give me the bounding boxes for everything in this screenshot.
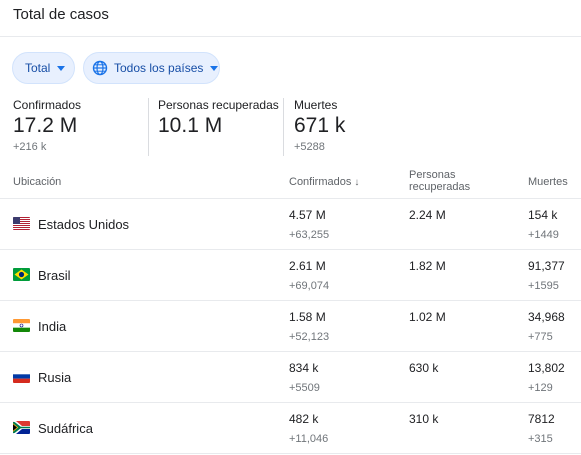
deaths-delta: +775 [528, 331, 553, 343]
card-title: Total de casos [13, 6, 109, 23]
country-name: Estados Unidos [38, 217, 130, 232]
confirmed-delta: +11,046 [289, 433, 329, 445]
column-header-recovered-line1: Personas [409, 169, 456, 181]
summary-confirmed-label: Confirmados [13, 98, 82, 112]
confirmed-value: 2.61 M [289, 259, 326, 273]
summary-deaths-delta: +5288 [294, 141, 325, 153]
confirmed-delta: +63,255 [289, 229, 330, 241]
confirmed-value: 4.57 M [289, 208, 326, 222]
recovered-value: 630 k [409, 361, 439, 375]
table-row[interactable]: Brasil 2.61 M +69,074 1.82 M 91,377 +159… [0, 250, 581, 301]
summary-deaths-label: Muertes [294, 98, 338, 112]
summary-confirmed-delta: +216 k [13, 141, 47, 153]
deaths-delta: +315 [528, 433, 553, 445]
india-flag-icon [13, 319, 30, 332]
globe-icon [92, 60, 108, 76]
table-row[interactable]: Estados Unidos 4.57 M +63,255 2.24 M 154… [0, 199, 581, 250]
column-header-deaths[interactable]: Muertes [528, 176, 568, 188]
confirmed-value: 482 k [289, 412, 319, 426]
column-header-recovered-line2: recuperadas [409, 181, 471, 193]
column-header-confirmed[interactable]: Confirmados ↓ [289, 176, 359, 188]
us-flag-icon [13, 217, 30, 230]
scope-filter-chip[interactable]: Total [12, 52, 75, 84]
summary-recovered-label: Personas recuperadas [158, 98, 279, 112]
column-header-recovered[interactable]: Personas recuperadas [409, 169, 499, 193]
chevron-down-icon [210, 65, 219, 71]
chevron-down-icon [57, 65, 66, 71]
confirmed-value: 834 k [289, 361, 319, 375]
recovered-value: 1.02 M [409, 310, 446, 324]
deaths-value: 154 k [528, 208, 558, 222]
country-name: Brasil [38, 268, 71, 283]
country-name: Rusia [38, 370, 72, 385]
deaths-delta: +129 [528, 382, 553, 394]
summary-deaths-value: 671 k [294, 114, 346, 137]
region-filter-chip[interactable]: Todos los países [83, 52, 220, 84]
deaths-value: 13,802 [528, 361, 565, 375]
deaths-value: 34,968 [528, 310, 565, 324]
table-row[interactable]: Rusia 834 k +5509 630 k 13,802 +129 [0, 352, 581, 403]
table-row[interactable]: Sudáfrica 482 k +11,046 310 k 7812 +315 [0, 403, 581, 454]
country-name: Sudáfrica [38, 421, 93, 436]
russia-flag-icon [13, 370, 30, 383]
deaths-delta: +1449 [528, 229, 559, 241]
deaths-value: 7812 [528, 412, 555, 426]
recovered-value: 310 k [409, 412, 439, 426]
south-africa-flag-icon [13, 421, 30, 434]
confirmed-delta: +5509 [289, 382, 320, 394]
confirmed-delta: +52,123 [289, 331, 330, 343]
brazil-flag-icon [13, 268, 30, 281]
region-filter-label: Todos los países [114, 61, 204, 75]
deaths-value: 91,377 [528, 259, 565, 273]
deaths-delta: +1595 [528, 280, 559, 292]
table-divider [0, 198, 581, 199]
country-name: India [38, 319, 67, 334]
summary-deaths: Muertes 671 k +5288 [283, 98, 403, 156]
summary-recovered-value: 10.1 M [158, 114, 223, 137]
card-header: Total de casos [0, 0, 581, 37]
sort-arrow-down-icon: ↓ [354, 177, 360, 188]
recovered-value: 1.82 M [409, 259, 446, 273]
column-header-confirmed-label: Confirmados [289, 176, 352, 188]
confirmed-delta: +69,074 [289, 280, 330, 292]
summary-recovered: Personas recuperadas 10.1 M [148, 98, 283, 156]
summary-confirmed: Confirmados 17.2 M +216 k [13, 98, 143, 158]
confirmed-value: 1.58 M [289, 310, 326, 324]
recovered-value: 2.24 M [409, 208, 446, 222]
summary-confirmed-value: 17.2 M [13, 114, 78, 137]
column-header-location: Ubicación [13, 176, 62, 188]
scope-filter-label: Total [25, 61, 51, 75]
table-row[interactable]: India 1.58 M +52,123 1.02 M 34,968 +775 [0, 301, 581, 352]
